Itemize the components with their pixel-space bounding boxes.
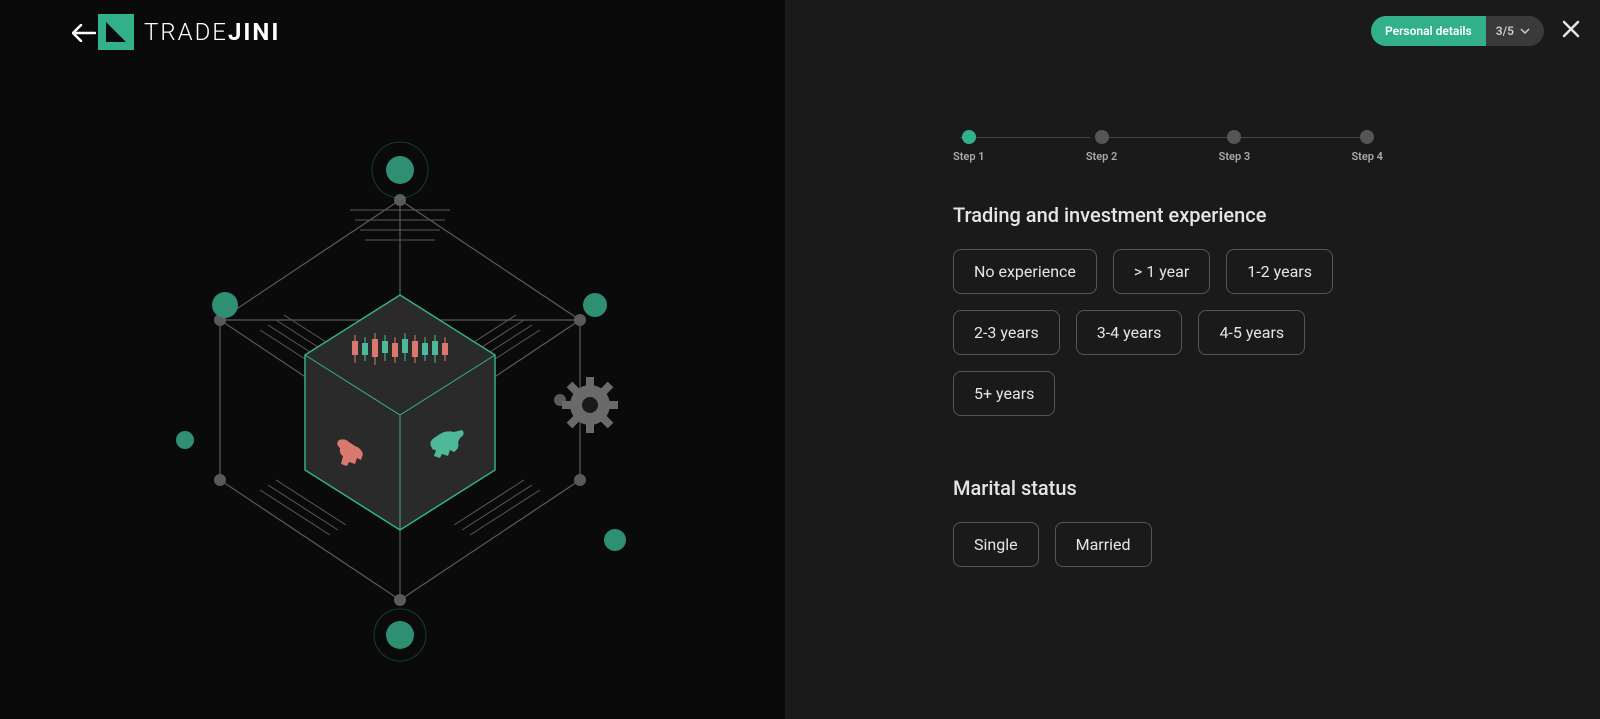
step-1[interactable]: Step 1	[953, 130, 985, 163]
experience-options: No experience > 1 year 1-2 years 2-3 yea…	[953, 249, 1413, 416]
chevron-down-icon	[1520, 28, 1530, 34]
marital-options: Single Married	[953, 522, 1413, 567]
option-3-4-years[interactable]: 3-4 years	[1076, 310, 1183, 355]
option-no-experience[interactable]: No experience	[953, 249, 1097, 294]
option-1-2-years[interactable]: 1-2 years	[1226, 249, 1333, 294]
progress-pill[interactable]: Personal details 3/5	[1371, 16, 1544, 46]
step-4[interactable]: Step 4	[1351, 130, 1383, 163]
option-single[interactable]: Single	[953, 522, 1039, 567]
progress-pill-label: Personal details	[1371, 16, 1486, 46]
hero-illustration	[150, 120, 650, 660]
option-5-plus-years[interactable]: 5+ years	[953, 371, 1055, 416]
progress-pill-count: 3/5	[1486, 16, 1544, 46]
step-label-1: Step 1	[953, 150, 985, 163]
option-married[interactable]: Married	[1055, 522, 1152, 567]
step-dot-3	[1227, 130, 1241, 144]
form-panel: Personal details 3/5 Step 1	[785, 0, 1600, 719]
step-dot-1	[962, 130, 976, 144]
step-3[interactable]: Step 3	[1219, 130, 1251, 163]
back-button[interactable]	[72, 24, 96, 46]
brand-text: TRADEJINI	[144, 18, 280, 46]
logo-mark	[98, 14, 134, 50]
step-2[interactable]: Step 2	[1086, 130, 1118, 163]
experience-question-title: Trading and investment experience	[953, 203, 1432, 227]
option-gt-1-year[interactable]: > 1 year	[1113, 249, 1210, 294]
option-4-5-years[interactable]: 4-5 years	[1198, 310, 1305, 355]
illustration-panel: TRADEJINI	[0, 0, 785, 719]
step-dot-4	[1360, 130, 1374, 144]
step-label-3: Step 3	[1219, 150, 1251, 163]
step-dot-2	[1095, 130, 1109, 144]
option-2-3-years[interactable]: 2-3 years	[953, 310, 1060, 355]
gear-icon	[562, 377, 618, 433]
brand-part2: JINI	[228, 18, 280, 46]
step-label-2: Step 2	[1086, 150, 1118, 163]
marital-question-title: Marital status	[953, 476, 1432, 500]
stepper: Step 1 Step 2 Step 3 Step 4	[953, 130, 1383, 163]
brand-logo[interactable]: TRADEJINI	[98, 14, 280, 50]
step-label-4: Step 4	[1351, 150, 1383, 163]
close-button[interactable]	[1562, 20, 1580, 42]
brand-part1: TRADE	[144, 18, 228, 46]
